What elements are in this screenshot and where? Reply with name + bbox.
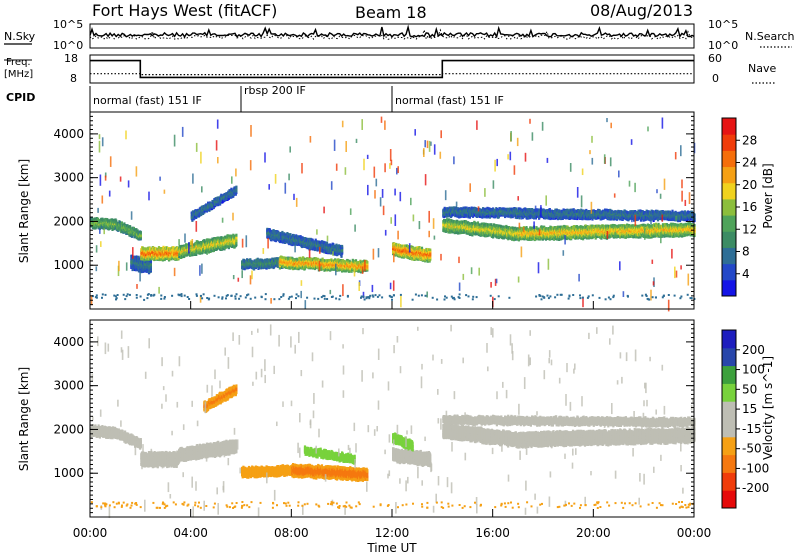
frequency-panel: Freq. [MHz] 18 8 60 0 Nave xyxy=(4,52,776,85)
heatmap-cell xyxy=(140,231,142,234)
heatmap-cell xyxy=(279,267,281,270)
freq-right-tick-bottom: 0 xyxy=(712,72,719,85)
freq-right-tick-top: 60 xyxy=(708,52,722,65)
noise-left-tick-bottom: 10^0 xyxy=(53,39,83,52)
noise-left-tick-top: 10^5 xyxy=(53,18,83,31)
cpid-segment-label: normal (fast) 151 IF xyxy=(93,94,202,107)
freq-left-tick-top: 18 xyxy=(64,52,78,65)
rti-figure: Fort Hays West (fitACF) Beam 18 08/Aug/2… xyxy=(0,0,800,554)
date-title: 08/Aug/2013 xyxy=(590,1,693,20)
cpid-segment-label: normal (fast) 151 IF xyxy=(395,94,504,107)
heatmap-cell xyxy=(129,225,131,228)
nave-line xyxy=(90,74,694,75)
freq-left-tick-bottom: 8 xyxy=(70,72,77,85)
freq-label-line1: Freq. xyxy=(6,57,31,68)
frequency-series xyxy=(90,61,694,78)
cpid-segment-label: rbsp 200 IF xyxy=(244,84,306,97)
heatmap-cell xyxy=(235,239,237,242)
noise-right-tick-top: 10^5 xyxy=(708,18,738,31)
frequency-frame xyxy=(90,55,694,83)
power-heatmap xyxy=(90,117,696,312)
heatmap-cell xyxy=(235,190,237,193)
noise-series-line xyxy=(90,27,694,37)
noise-series xyxy=(90,27,694,39)
heatmap-cell xyxy=(235,186,237,189)
noise-right-tick-bottom: 10^0 xyxy=(708,39,738,52)
nave-label: Nave xyxy=(748,62,776,75)
heatmap-cell xyxy=(235,234,237,237)
cpid-label: CPID xyxy=(6,91,35,104)
cpid-strip: CPID normal (fast) 151 IF rbsp 200 IF norm… xyxy=(6,84,504,112)
beam-title: Beam 18 xyxy=(355,3,427,22)
noise-left-label: N.Sky xyxy=(4,30,36,43)
heatmap-cell xyxy=(293,234,295,237)
freq-label-line2: [MHz] xyxy=(4,69,33,80)
noise-right-label: N.Search xyxy=(745,30,795,43)
heatmap-cell xyxy=(366,261,368,264)
station-title: Fort Hays West (fitACF) xyxy=(92,1,277,20)
noise-panel: N.Sky 10^5 10^0 10^5 10^0 N.Search xyxy=(4,18,795,52)
